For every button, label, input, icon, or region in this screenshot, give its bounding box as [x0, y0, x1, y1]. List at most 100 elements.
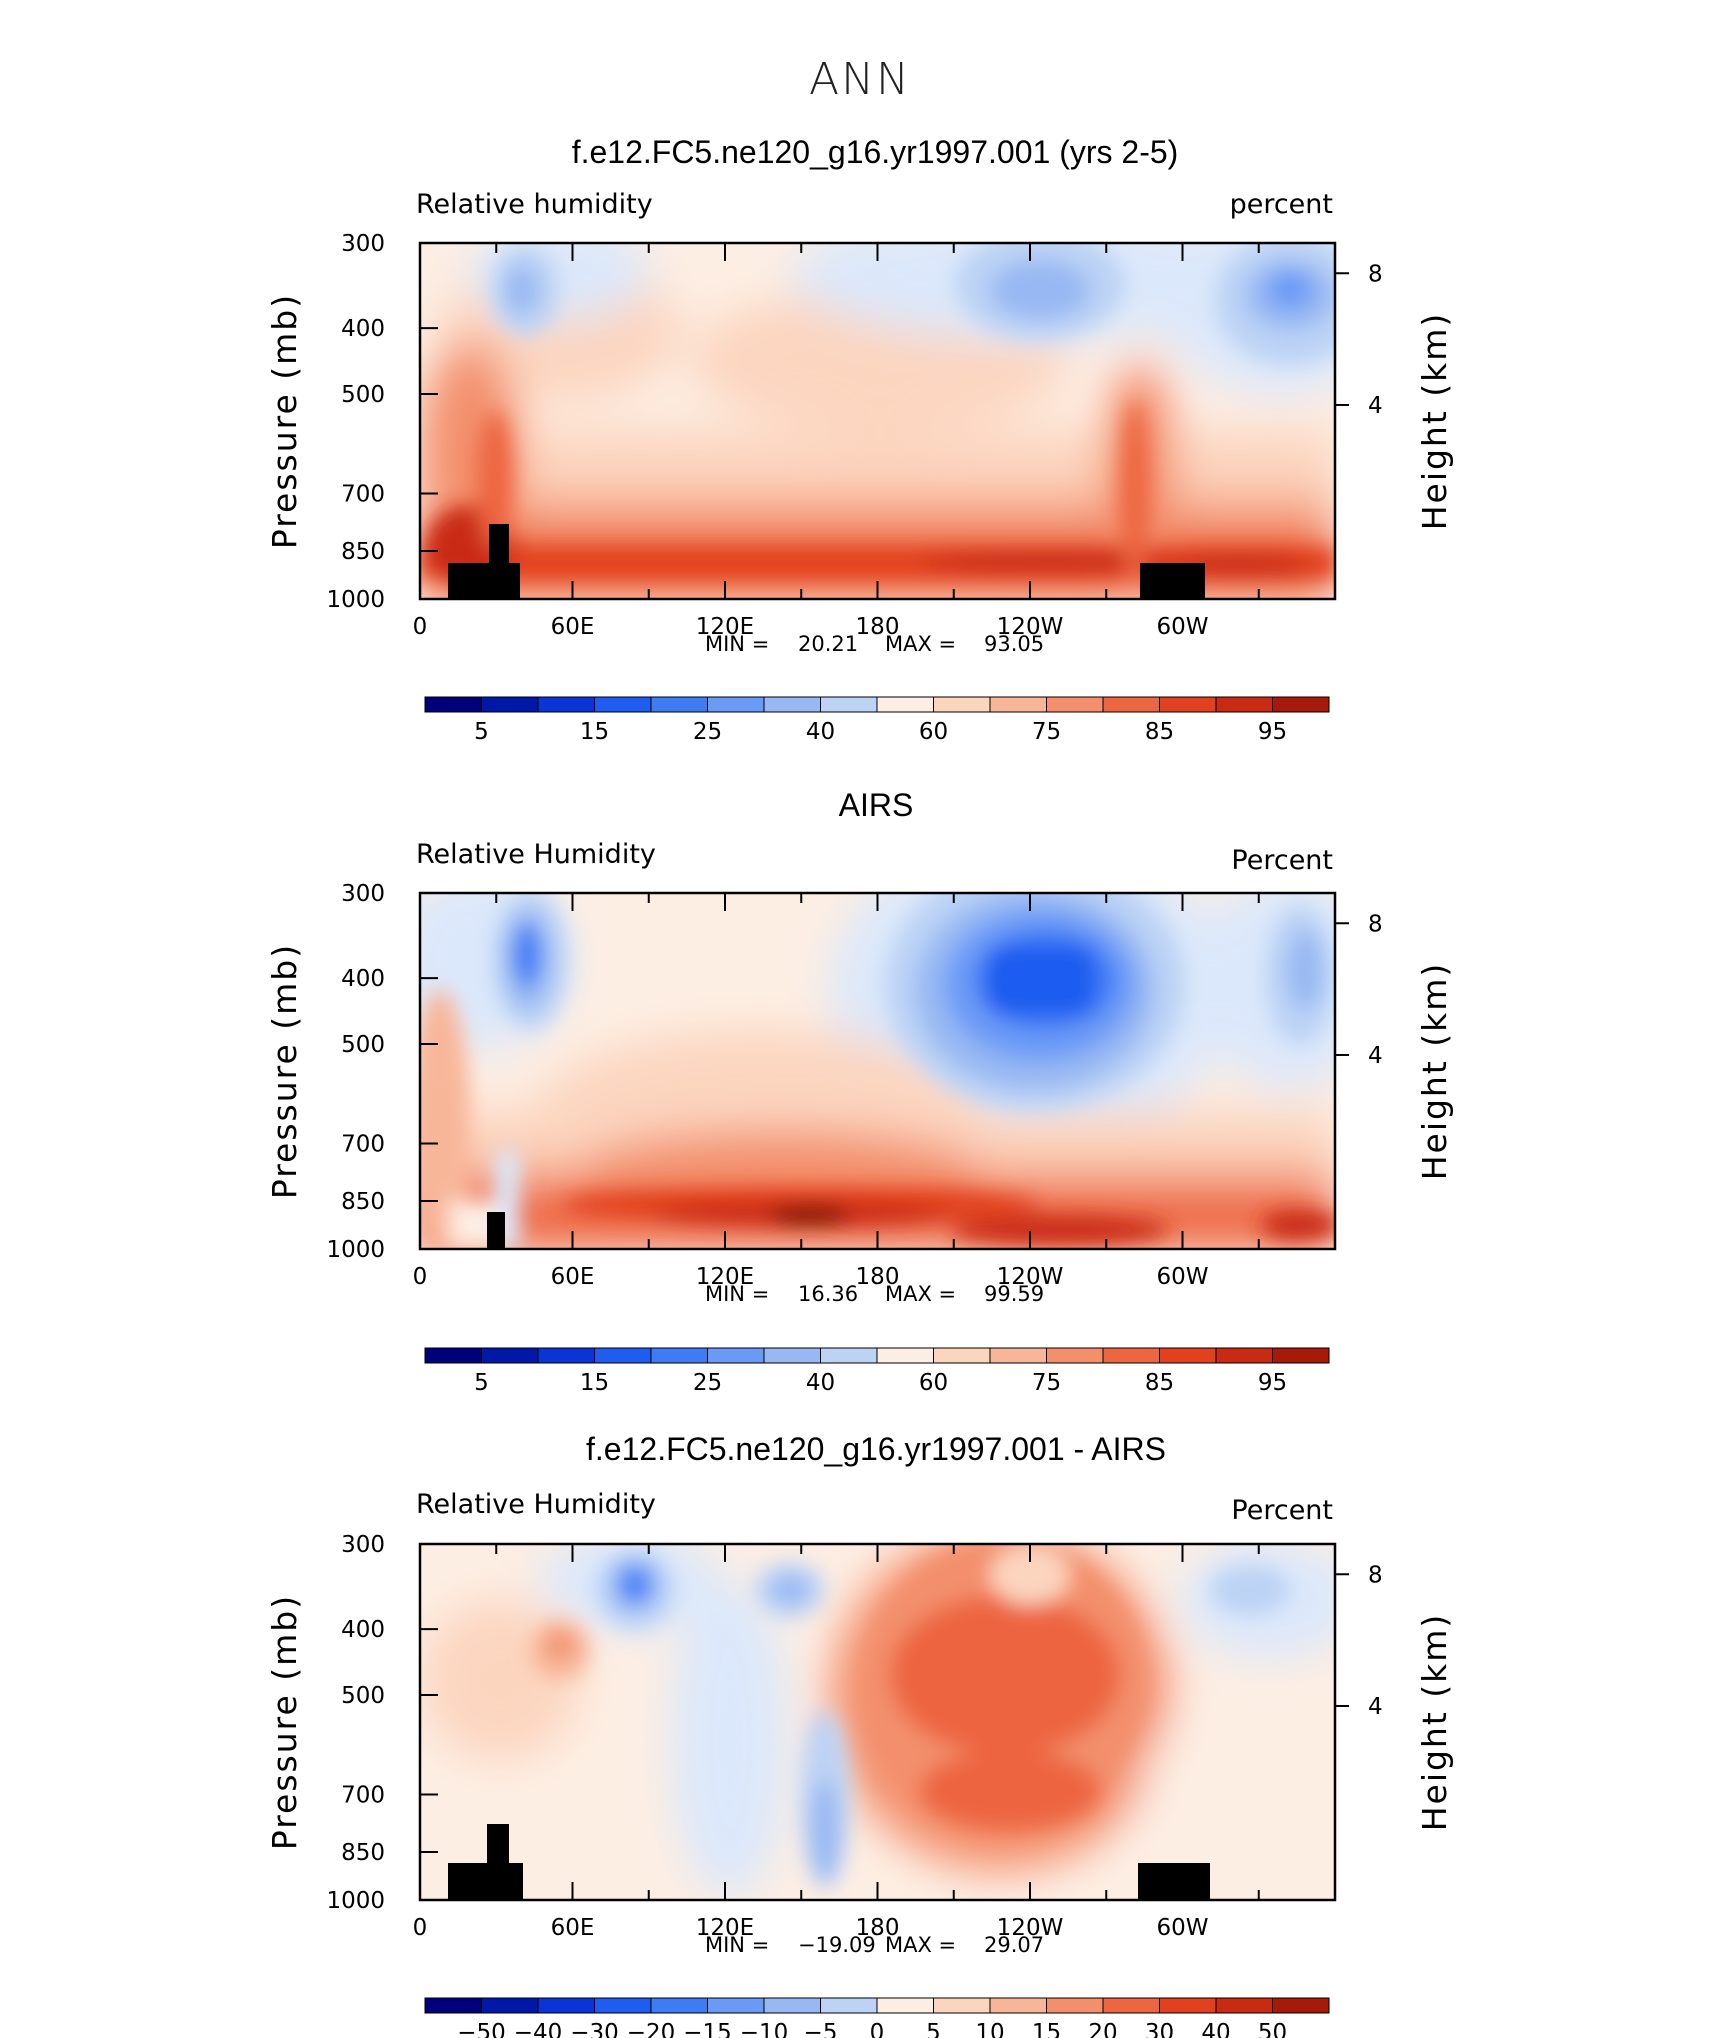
colorbar-label: 60 [919, 719, 948, 745]
colorbar-swatch [1159, 1347, 1217, 1364]
colorbar-swatch [537, 696, 595, 713]
panel-title: AIRS [839, 787, 914, 823]
max-value: 29.07 [984, 1933, 1044, 1957]
y-tick-label: 300 [341, 1532, 385, 1558]
colorbar-swatch [481, 696, 539, 713]
colorbar-swatch [481, 1347, 539, 1364]
colorbar-swatch [1046, 1347, 1104, 1364]
x-tick-label: 0 [413, 1264, 428, 1290]
contour-field [420, 243, 1335, 599]
colorbar-swatch [1272, 696, 1330, 713]
colorbar-label: 5 [474, 1370, 489, 1396]
colorbar-label: 30 [1145, 2020, 1174, 2038]
colorbar-swatch [820, 696, 878, 713]
x-tick-label: 120W [997, 614, 1064, 640]
y-tick-label: 500 [341, 1683, 385, 1709]
colorbar-label: −5 [804, 2020, 838, 2038]
colorbar-swatch [820, 1997, 878, 2014]
x-tick-label: 0 [413, 1915, 428, 1941]
colorbar-label: 95 [1258, 719, 1287, 745]
colorbar-swatch [594, 1997, 652, 2014]
colorbar-label: 10 [975, 2020, 1004, 2038]
y-tick-label: 850 [341, 539, 385, 565]
min-value: 16.36 [798, 1282, 858, 1306]
colorbar-swatch [876, 1347, 934, 1364]
colorbar-swatch [933, 1347, 991, 1364]
contour-field [420, 1544, 1335, 1900]
colorbar-label: 85 [1145, 1370, 1174, 1396]
colorbar-label: 60 [919, 1370, 948, 1396]
panel-title: f.e12.FC5.ne120_g16.yr1997.001 - AIRS [586, 1431, 1166, 1467]
x-tick-label: 60W [1156, 1264, 1208, 1290]
colorbar-swatch [424, 696, 482, 713]
min-label: MIN = [705, 1933, 769, 1957]
right-axis-title: Height (km) [1415, 312, 1454, 531]
colorbar-swatch [1215, 1997, 1273, 2014]
min-label: MIN = [705, 1282, 769, 1306]
colorbar-label: 75 [1032, 1370, 1061, 1396]
colorbar-label: 5 [926, 2020, 941, 2038]
y-tick-label: 400 [341, 316, 385, 342]
y-tick-label: 400 [341, 1617, 385, 1643]
y-tick-label: 1000 [326, 1888, 385, 1914]
colorbar-swatch [1046, 696, 1104, 713]
colorbar-swatch [650, 696, 708, 713]
right-tick-label: 4 [1368, 1694, 1383, 1720]
colorbar-label: 75 [1032, 719, 1061, 745]
variable-label: Relative Humidity [416, 839, 656, 870]
panel-model: f.e12.FC5.ne120_g16.yr1997.001 (yrs 2-5)… [416, 134, 1337, 601]
colorbar-swatch [1215, 696, 1273, 713]
colorbar-swatch [989, 696, 1047, 713]
x-tick-label: 120W [997, 1915, 1064, 1941]
colorbar-swatch [933, 1997, 991, 2014]
right-tick-label: 8 [1368, 911, 1383, 937]
colorbar-swatch [707, 696, 765, 713]
colorbar-label: 40 [1201, 2020, 1230, 2038]
colorbar-swatch [537, 1347, 595, 1364]
y-tick-label: 1000 [326, 587, 385, 613]
colorbar-swatch [424, 1997, 482, 2014]
y-tick-label: 1000 [326, 1237, 385, 1263]
colorbar-swatch [1272, 1347, 1330, 1364]
y-tick-label: 700 [341, 1783, 385, 1809]
y-tick-label: 400 [341, 966, 385, 992]
max-value: 93.05 [984, 632, 1044, 656]
y-axis-title: Pressure (mb) [265, 293, 304, 549]
x-tick-label: 120E [696, 1915, 754, 1941]
colorbar-swatch [537, 1997, 595, 2014]
colorbar-swatch [763, 696, 821, 713]
colorbar-swatch [763, 1997, 821, 2014]
x-tick-label: 180 [856, 1264, 900, 1290]
colorbar-swatch [707, 1997, 765, 2014]
colorbar-label: 20 [1088, 2020, 1117, 2038]
colorbar-label: −50 [457, 2020, 506, 2038]
panel-difference: f.e12.FC5.ne120_g16.yr1997.001 - AIRS Re… [416, 1431, 1337, 1902]
max-label: MAX = [885, 1282, 956, 1306]
colorbar-label: −10 [740, 2020, 789, 2038]
x-tick-label: 120E [696, 1264, 754, 1290]
colorbar-label: −20 [627, 2020, 676, 2038]
colorbar-swatch [876, 1997, 934, 2014]
colorbar-swatch [763, 1347, 821, 1364]
right-tick-label: 8 [1368, 261, 1383, 287]
colorbar-swatch [650, 1997, 708, 2014]
colorbar-swatch [1102, 1347, 1160, 1364]
colorbar-swatch [1159, 696, 1217, 713]
colorbar-swatch [1272, 1997, 1330, 2014]
y-tick-label: 850 [341, 1840, 385, 1866]
x-tick-label: 60E [551, 1915, 595, 1941]
units-label: Percent [1231, 845, 1333, 876]
x-tick-label: 120W [997, 1264, 1064, 1290]
colorbar-label: −15 [683, 2020, 732, 2038]
x-tick-label: 0 [413, 614, 428, 640]
x-tick-label: 180 [856, 1915, 900, 1941]
contour-field [420, 893, 1335, 1249]
colorbar-swatch [933, 696, 991, 713]
min-value: −19.09 [798, 1933, 876, 1957]
variable-label: Relative humidity [416, 189, 653, 220]
y-tick-label: 300 [341, 231, 385, 257]
colorbar-swatch [481, 1997, 539, 2014]
colorbar-label: 0 [870, 2020, 885, 2038]
variable-label: Relative Humidity [416, 1489, 656, 1520]
colorbar-label: 15 [1032, 2020, 1061, 2038]
